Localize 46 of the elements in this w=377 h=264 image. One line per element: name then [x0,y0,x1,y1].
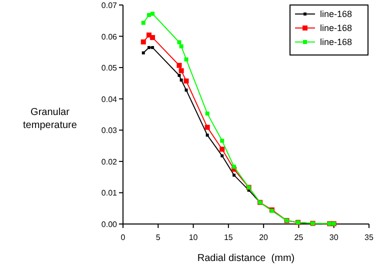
point [220,154,224,158]
point [178,68,184,74]
point [184,78,189,84]
y-axis-title: Granular temperature [23,107,78,131]
point [176,62,182,68]
x-axis-title: Radial distance (mm) [197,253,295,264]
y-tick-label: 0.05 [101,64,118,73]
point [206,134,209,137]
x-tick-label: 35 [364,233,374,242]
point [177,40,182,44]
point [150,35,156,40]
y-tick-label: 0.02 [101,157,118,166]
legend-label: line-168 [320,9,352,19]
point [151,46,154,50]
y-tick-label: 0.00 [101,220,118,229]
x-tick-label: 5 [156,233,161,242]
point [140,39,146,44]
point [150,12,155,16]
point [184,57,188,62]
y-tick-label: 0.04 [101,94,118,104]
point [220,138,224,143]
x-tick-label: 0 [120,233,126,242]
x-tick-label: 10 [188,233,198,242]
y-tick-label: 0.06 [101,32,118,42]
y-tick-label: 0.01 [101,188,118,198]
y-tick-label: 0.03 [101,126,118,136]
point [232,174,236,177]
legend-label: line-168 [320,37,352,47]
x-tick-label: 15 [224,233,234,242]
point [141,20,146,25]
x-tick-label: 30 [329,233,339,242]
point [147,13,152,18]
x-tick-label: 20 [259,233,269,242]
point [142,51,145,54]
y-tick-label: 0.07 [101,1,118,10]
legend-label: line-168 [320,23,352,33]
point [220,146,225,152]
point [179,44,184,48]
point [180,78,183,82]
x-tick-label: 25 [294,233,304,242]
point [232,164,236,169]
point [204,124,210,130]
point [184,88,188,92]
point [148,46,151,50]
point [205,112,210,116]
point [178,74,181,77]
